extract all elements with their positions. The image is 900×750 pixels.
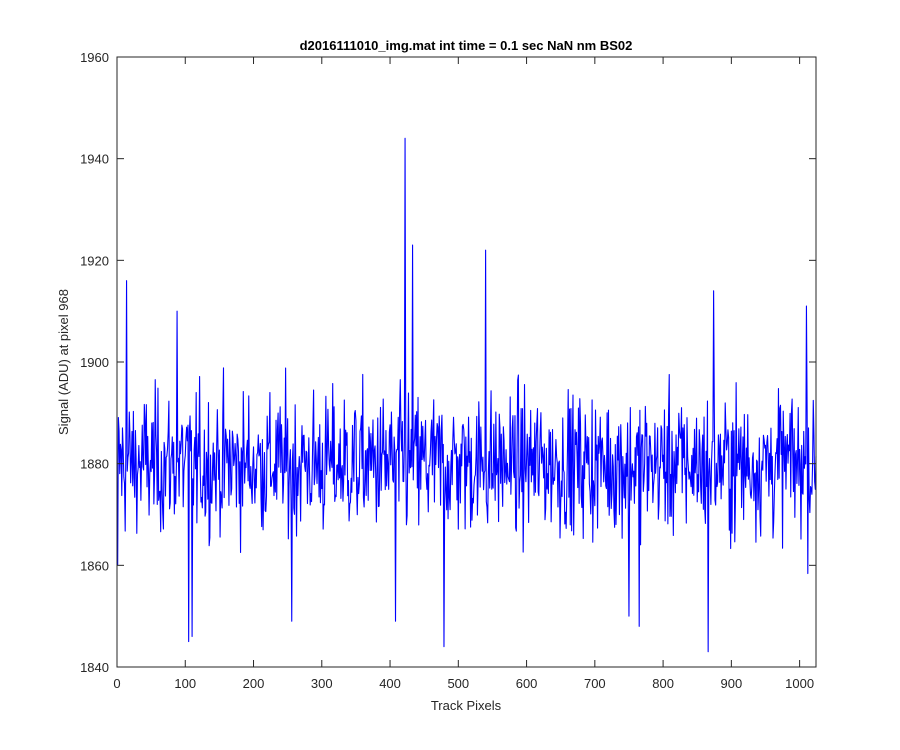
x-tick-label: 800 (652, 676, 674, 691)
x-tick-label: 700 (584, 676, 606, 691)
x-tick-label: 100 (174, 676, 196, 691)
y-tick-label: 1860 (80, 558, 109, 573)
x-tick-label: 600 (516, 676, 538, 691)
x-tick-label: 1000 (785, 676, 814, 691)
y-axis-label: Signal (ADU) at pixel 968 (56, 289, 71, 435)
y-tick-label: 1940 (80, 152, 109, 167)
chart-title: d2016111010_img.mat int time = 0.1 sec N… (300, 38, 633, 53)
x-tick-label: 0 (113, 676, 120, 691)
plot-area (117, 57, 816, 667)
y-tick-label: 1920 (80, 253, 109, 268)
y-tick-label: 1900 (80, 355, 109, 370)
x-tick-label: 200 (243, 676, 265, 691)
x-tick-label: 400 (379, 676, 401, 691)
x-axis-label: Track Pixels (431, 698, 502, 713)
y-tick-label: 1840 (80, 660, 109, 675)
x-tick-label: 300 (311, 676, 333, 691)
axes: 0 100 200 300 400 500 600 700 800 900 1000 1840 1860… (80, 50, 817, 691)
y-tick-label: 1960 (80, 50, 109, 65)
signal-series-line (117, 137, 817, 653)
x-tick-label: 900 (721, 676, 743, 691)
x-tick-label: 500 (447, 676, 469, 691)
y-tick-label: 1880 (80, 457, 109, 472)
